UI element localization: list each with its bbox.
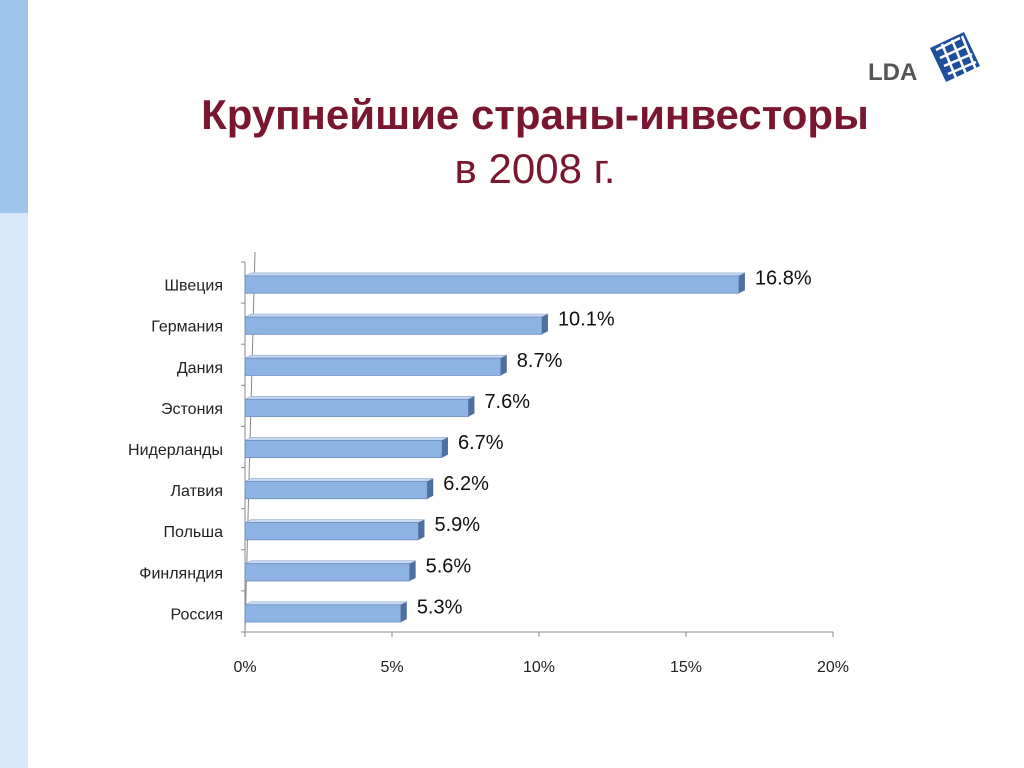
title-line-2: в 2008 г. — [454, 145, 616, 192]
bar-1 — [244, 272, 746, 294]
bar-top-face — [244, 396, 475, 400]
x-tick-label: 10% — [523, 659, 555, 676]
bar-4 — [244, 396, 475, 417]
category-label: Швеция — [164, 278, 223, 295]
data-label: 10.1% — [558, 309, 615, 331]
category-label: Россия — [171, 606, 223, 623]
bar-top-face — [244, 272, 746, 277]
bar-8 — [244, 560, 416, 582]
data-label: 6.2% — [443, 473, 489, 495]
bar-top-face — [244, 519, 425, 523]
data-label: 7.6% — [484, 391, 530, 413]
x-tick-label: 15% — [670, 659, 702, 676]
title-line-1: Крупнейшие страны-инвесторы — [201, 91, 869, 138]
bar-top-face — [244, 313, 549, 318]
bar-end-face — [427, 478, 434, 499]
category-label: Польша — [164, 524, 224, 541]
bar-front-face — [244, 481, 428, 500]
bar-top-face — [244, 560, 416, 564]
data-label: 5.3% — [417, 596, 463, 618]
bar-front-face — [244, 275, 740, 294]
data-label: 16.8% — [755, 268, 812, 290]
bar-6 — [244, 478, 434, 500]
left-accent-strip-bottom — [0, 213, 28, 768]
bar-front-face — [244, 439, 443, 459]
bar-end-face — [400, 601, 407, 623]
data-labels: 16.8% 10.1% 8.7% 7.6% 6.7% 6.2% 5.9% 5.6% 5.3% — [417, 268, 812, 619]
bar-2 — [244, 313, 549, 335]
bar-top-face — [244, 601, 407, 606]
bar-end-face — [500, 355, 507, 376]
bar-end-face — [418, 519, 425, 540]
slide-title: Крупнейшие страны-инвесторы в 2008 г. — [60, 88, 1010, 196]
bar-end-face — [541, 314, 548, 335]
bar-front-face — [244, 563, 411, 582]
bar-front-face — [244, 357, 502, 376]
x-tick-labels: 0% 5% 10% 15% 20% — [233, 659, 849, 676]
category-label: Финляндия — [139, 565, 223, 582]
x-tick-label: 20% — [817, 659, 849, 676]
category-label: Латвия — [171, 483, 223, 500]
bar-front-face — [244, 604, 402, 623]
lda-logo-text: LDA — [868, 59, 917, 86]
left-accent-strip-top — [0, 0, 28, 213]
bar-front-face — [244, 316, 543, 335]
bar-top-face — [244, 437, 449, 441]
bar-top-face — [244, 354, 507, 359]
bar-end-face — [441, 437, 448, 458]
category-label: Нидерланды — [128, 442, 223, 459]
data-label: 8.7% — [517, 350, 563, 372]
lda-logo: LDA — [868, 32, 980, 86]
bar-end-face — [409, 560, 416, 581]
bar-top-face — [244, 478, 434, 482]
category-labels: Швеция Германия Дания Эстония Нидерланды Латв… — [128, 278, 223, 624]
category-label: Германия — [151, 319, 223, 336]
bar-5 — [244, 437, 449, 459]
data-label: 6.7% — [458, 432, 504, 454]
data-label: 5.6% — [426, 555, 472, 577]
bar-end-face — [738, 272, 745, 294]
bar-end-face — [468, 396, 475, 417]
lda-logo-mark — [930, 32, 980, 82]
bar-front-face — [244, 522, 419, 541]
x-tick-label: 0% — [233, 659, 256, 676]
data-label: 5.9% — [434, 514, 480, 536]
category-label: Эстония — [161, 401, 223, 418]
bar-7 — [244, 519, 425, 541]
bar-3 — [244, 354, 507, 376]
x-tick-label: 5% — [380, 659, 403, 676]
chart-bars — [244, 272, 746, 623]
bar-9 — [244, 601, 407, 623]
category-label: Дания — [177, 360, 223, 377]
bar-front-face — [244, 398, 469, 417]
